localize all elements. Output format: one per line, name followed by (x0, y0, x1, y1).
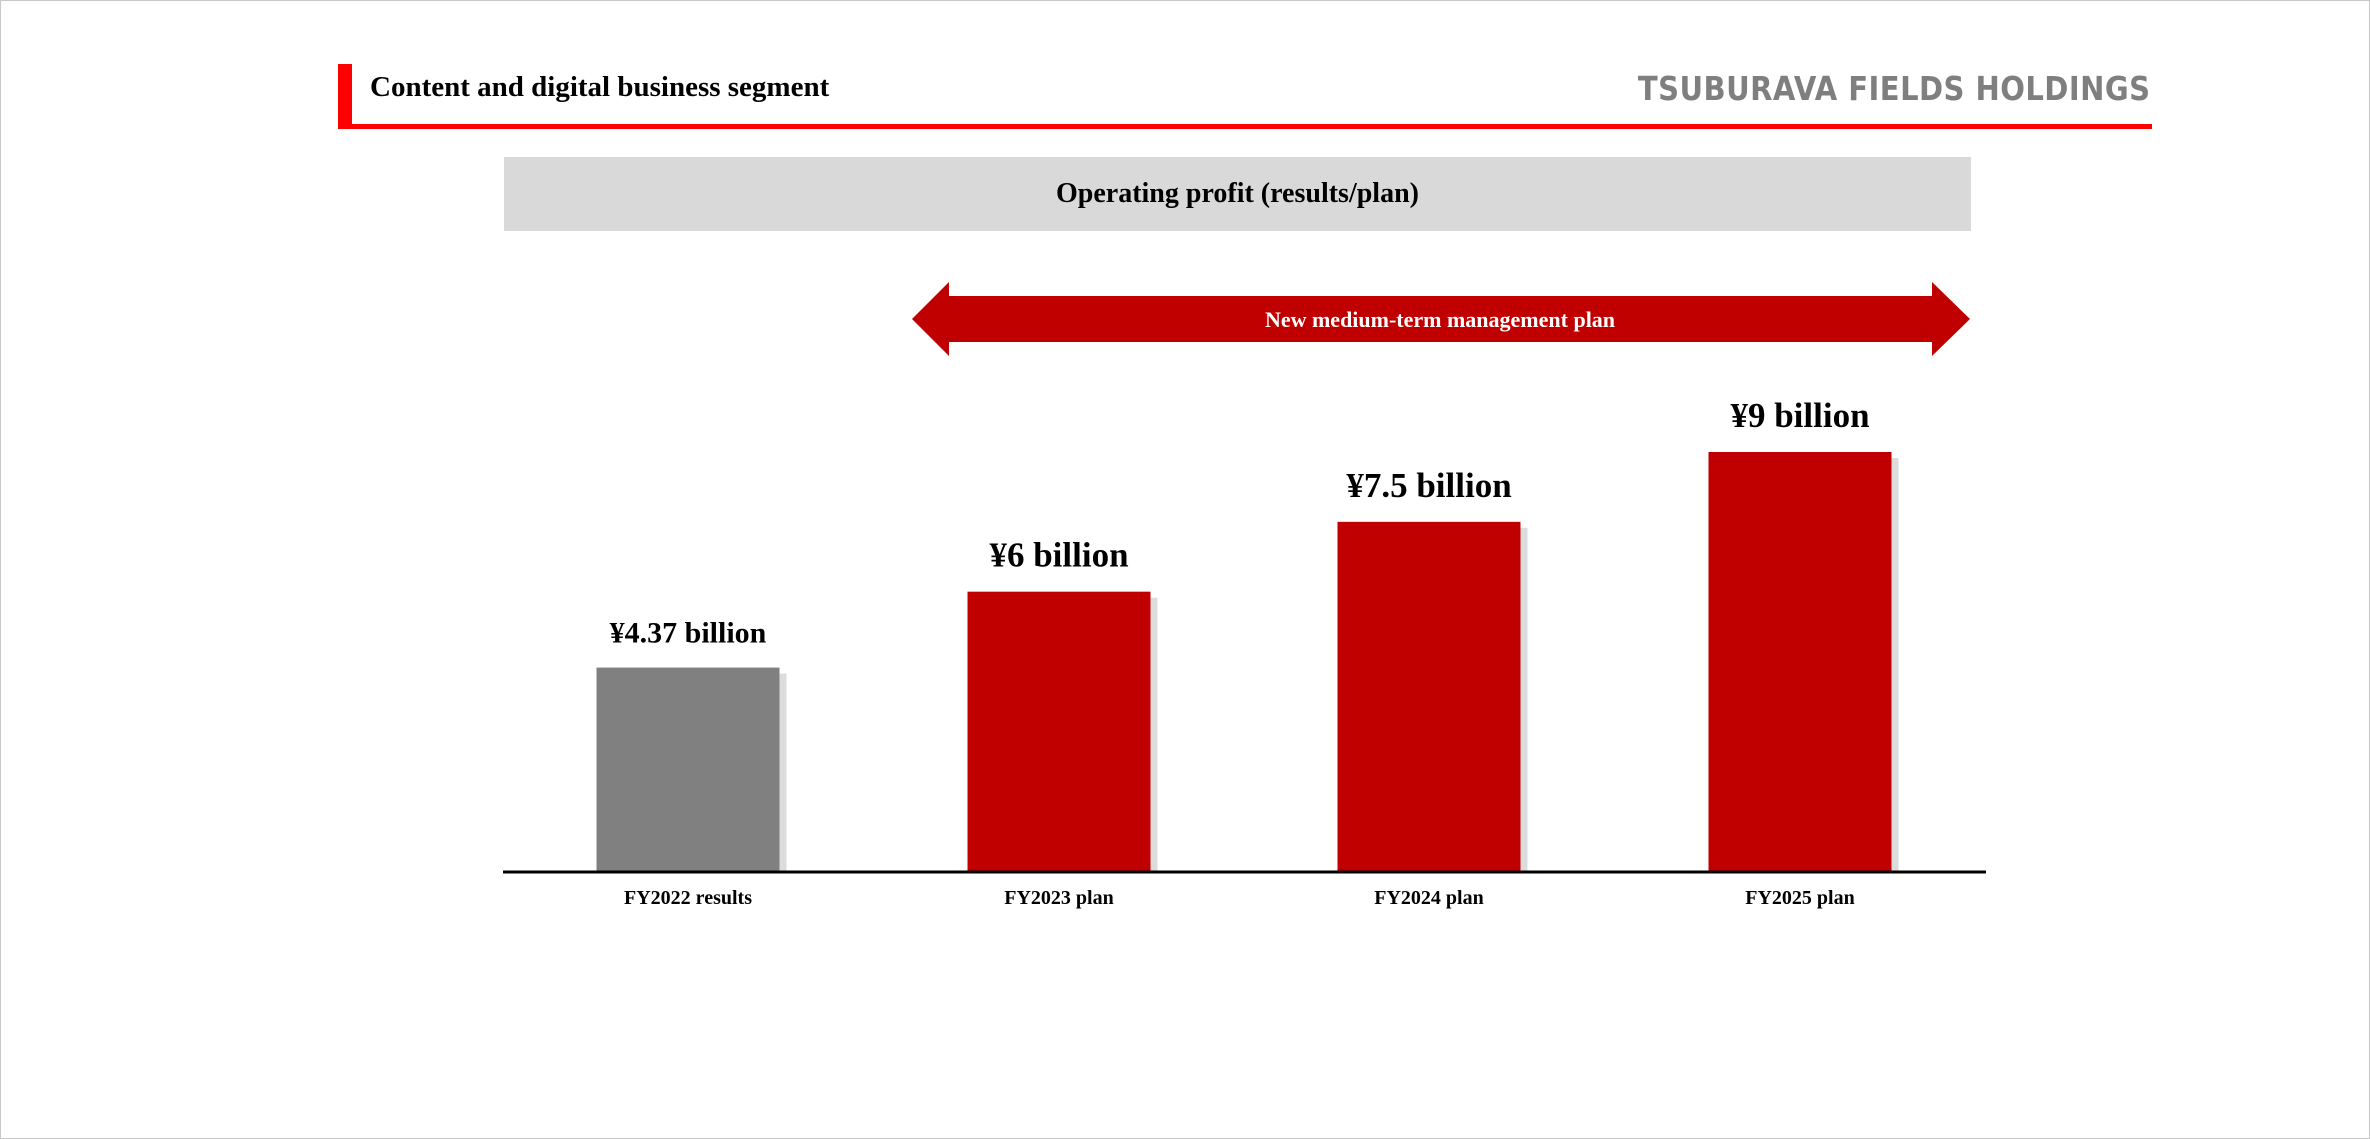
header-accent-bar (338, 64, 352, 128)
double-arrow-icon (912, 282, 1970, 356)
plan-period-label: New medium-term management plan (1265, 307, 1615, 332)
chart-title-banner: Operating profit (results/plan) (504, 157, 1971, 231)
bar-fy2022-results (596, 667, 780, 871)
data-label: ¥7.5 billion (1346, 466, 1511, 505)
plan-period-arrow: New medium-term management plan (912, 282, 1970, 356)
x-tick-label: FY2023 plan (1004, 887, 1113, 909)
header-divider (338, 124, 2152, 129)
brand-logo: TSUBURAVA FIELDS HOLDINGS (1637, 69, 2150, 108)
bar-fy2024-plan (1337, 521, 1521, 871)
data-label: ¥6 billion (989, 536, 1128, 575)
bar-fy2025-plan (1708, 452, 1892, 871)
bar-fy2023-plan (967, 591, 1151, 871)
bars-layer: ¥4.37 billion FY2022 results ¥6 billion FY2… (596, 396, 1899, 909)
x-tick-label: FY2022 results (624, 887, 752, 909)
page-title: Content and digital business segment (370, 71, 830, 103)
x-tick-label: FY2024 plan (1374, 887, 1483, 909)
data-label: ¥9 billion (1730, 396, 1869, 435)
data-label: ¥4.37 billion (610, 617, 767, 650)
chart-title: Operating profit (results/plan) (1056, 178, 1419, 209)
x-tick-label: FY2025 plan (1745, 887, 1854, 909)
